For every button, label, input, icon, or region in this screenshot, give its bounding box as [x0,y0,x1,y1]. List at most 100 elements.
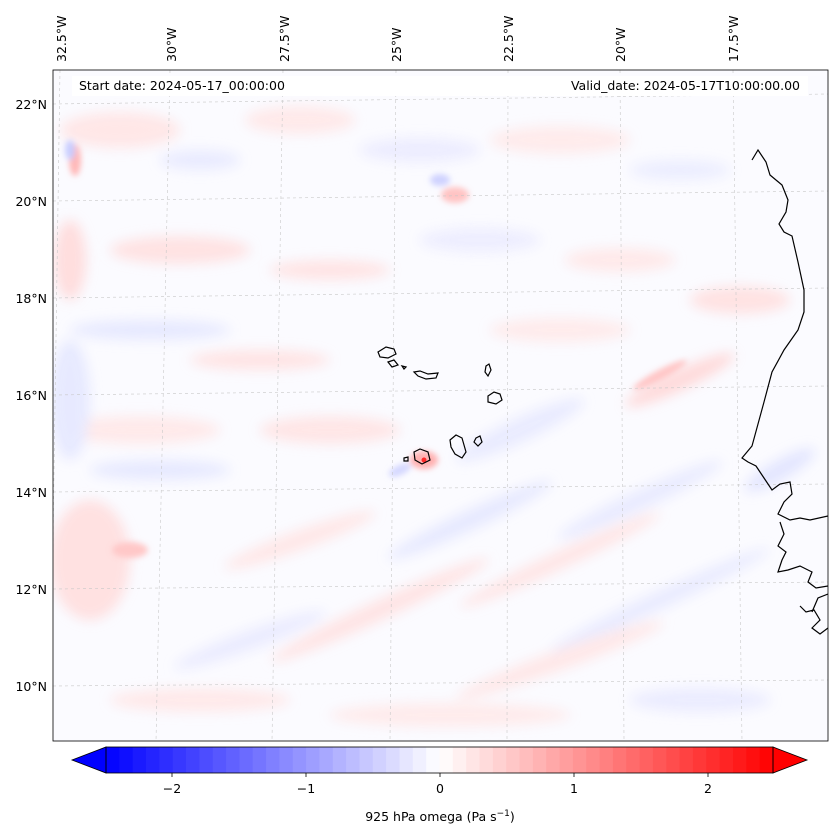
colorbar-cell [359,747,374,773]
colorbar-cell [532,747,547,773]
valid-date-label: Valid_date: 2024-05-17T10:00:00.00 [571,78,800,93]
colorbar-cell [199,747,214,773]
colorbar-cell [372,747,387,773]
colorbar-cell [479,747,494,773]
colorbar-cell [279,747,294,773]
colorbar-cell [172,747,187,773]
colorbar-cell [546,747,561,773]
colorbar-cell [146,747,160,773]
island-brava [403,456,409,462]
colorbar-cell [386,747,401,773]
map-panel [52,69,829,742]
lon-label-20w: 20°W [613,27,628,62]
colorbar-cell [132,747,147,773]
colorbar-cell [319,747,334,773]
cape-verde-islands [377,346,503,465]
colorbar-cells [106,747,774,773]
island-santiago [449,434,467,459]
colorbar-cell [452,747,467,773]
colorbar-ticks [171,773,709,777]
island-sao-vicente [386,359,400,368]
coastline [741,148,828,635]
lon-label-17-5w: 17.5°W [726,16,741,62]
africa-coastline [741,148,828,521]
colorbar-cell [612,747,627,773]
lat-label-18n: 18°N [15,291,47,306]
colorbar-cell [439,747,454,773]
colorbar-cell [212,747,227,773]
colorbar-cell [159,747,174,773]
colorbar-label: 925 hPa omega (Pa s−1) [365,809,515,824]
colorbar-min-extend [70,746,107,774]
colorbar-cell [692,747,707,773]
colorbar: −2 −1 0 1 2 925 hPa omega (Pa s−1) [70,746,809,824]
colorbar-cell [306,747,321,773]
colorbar-cell [239,747,254,773]
colorbar-cell [492,747,507,773]
colorbar-cell [119,747,134,773]
colorbar-cell [266,747,281,773]
island-santa-luzia [400,365,408,370]
colorbar-cell [732,747,747,773]
colorbar-cell [706,747,721,773]
colorbar-tick-neg2: −2 [163,781,181,796]
colorbar-cell [746,747,761,773]
colorbar-cell [719,747,734,773]
colorbar-cell [559,747,574,773]
colorbar-cell [346,747,361,773]
colorbar-cell [399,747,414,773]
lat-label-10n: 10°N [15,679,47,694]
colorbar-cell [186,747,200,773]
island-sal [484,363,492,378]
lon-label-27-5w: 27.5°W [277,16,292,62]
colorbar-cell [466,747,481,773]
colorbar-cell [626,747,641,773]
lon-label-32-5w: 32.5°W [54,16,69,62]
colorbar-cell [412,747,427,773]
island-boa-vista [487,391,503,405]
colorbar-cell [226,747,240,773]
map-border [52,69,829,742]
colorbar-tick-0: 0 [436,781,444,796]
start-date-label: Start date: 2024-05-17_00:00:00 [79,78,285,93]
colorbar-cell [652,747,667,773]
bissagos-coastline [799,605,828,635]
lat-label-22n: 22°N [15,97,47,112]
colorbar-cell [519,747,534,773]
colorbar-cell [679,747,694,773]
colorbar-tick-2: 2 [704,781,712,796]
colorbar-cell [759,747,774,773]
date-header: Start date: 2024-05-17_00:00:00 Valid_da… [72,76,808,96]
guinea-coast-lower [811,593,828,613]
colorbar-max-extend [772,746,809,774]
lat-label-20n: 20°N [15,194,47,209]
omega-field [53,106,815,727]
colorbar-cell [666,747,681,773]
senegal-guinea-coastline [777,521,828,589]
colorbar-tick-1: 1 [570,781,578,796]
latitude-labels: 22°N 20°N 18°N 16°N 14°N 12°N 10°N [15,97,47,694]
longitude-labels: 32.5°W 30°W 27.5°W 25°W 22.5°W 20°W 17.5… [54,16,741,62]
colorbar-cell [106,747,120,773]
island-santo-antao [377,346,397,359]
colorbar-cell [252,747,267,773]
lat-label-16n: 16°N [15,388,47,403]
colorbar-cell [639,747,654,773]
colorbar-cell [506,747,521,773]
colorbar-cell [586,747,601,773]
island-maio [473,435,483,447]
lon-label-22-5w: 22.5°W [501,16,516,62]
colorbar-cell [599,747,614,773]
colorbar-cell [572,747,587,773]
date-header-background [72,76,808,96]
colorbar-tick-neg1: −1 [297,781,315,796]
omega-maximum [421,457,427,463]
lat-label-14n: 14°N [15,485,47,500]
colorbar-cell [292,747,307,773]
colorbar-cell [332,747,347,773]
lon-label-25w: 25°W [389,27,404,62]
colorbar-cell [426,747,441,773]
island-fogo [413,448,431,465]
lat-label-12n: 12°N [15,582,47,597]
